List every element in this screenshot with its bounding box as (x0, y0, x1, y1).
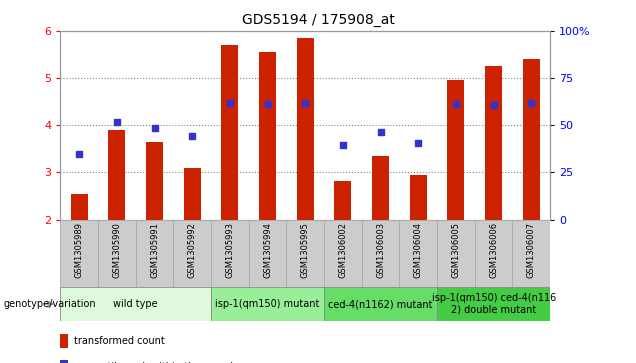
Bar (324, 220, 362, 287)
Point (488, 102, 499, 108)
Bar (98, 220, 135, 287)
Text: GSM1305995: GSM1305995 (301, 222, 310, 277)
Point (225, 100, 235, 106)
Point (149, 125, 160, 130)
Bar (297, 38, 314, 220)
Bar (146, 142, 163, 220)
Bar (174, 220, 211, 287)
Text: GSM1305992: GSM1305992 (188, 222, 197, 277)
Bar (362, 220, 399, 287)
Text: GSM1306004: GSM1306004 (414, 222, 423, 278)
Bar (437, 220, 475, 287)
Bar (335, 181, 352, 220)
Text: GSM1305989: GSM1305989 (75, 222, 84, 278)
Bar (211, 287, 324, 321)
Bar (71, 193, 88, 220)
Text: GSM1306003: GSM1306003 (376, 222, 385, 278)
Bar (324, 287, 437, 321)
Point (526, 100, 536, 106)
Bar (523, 59, 540, 220)
Text: isp-1(qm150) mutant: isp-1(qm150) mutant (216, 299, 320, 309)
Bar (259, 52, 276, 220)
Bar (60, 287, 211, 321)
Text: transformed count: transformed count (74, 336, 165, 346)
Point (187, 133, 197, 139)
Bar (399, 220, 437, 287)
Point (375, 129, 385, 135)
Bar (221, 45, 238, 220)
Point (413, 140, 424, 146)
Bar (372, 156, 389, 220)
Text: GSM1306006: GSM1306006 (489, 222, 498, 278)
Bar (475, 220, 513, 287)
Point (300, 100, 310, 106)
Bar (485, 66, 502, 220)
Text: GSM1305990: GSM1305990 (113, 222, 121, 277)
Bar (448, 80, 464, 220)
Point (74, 152, 85, 158)
Text: GSM1306002: GSM1306002 (338, 222, 347, 278)
Bar (60, 220, 98, 287)
Point (451, 101, 461, 107)
Point (263, 101, 273, 107)
Text: genotype/variation: genotype/variation (3, 299, 96, 309)
Bar (513, 220, 550, 287)
Text: GSM1305991: GSM1305991 (150, 222, 159, 277)
Bar (135, 220, 174, 287)
Bar (184, 168, 201, 220)
Bar (109, 130, 125, 220)
Text: GSM1305994: GSM1305994 (263, 222, 272, 277)
Text: ced-4(n1162) mutant: ced-4(n1162) mutant (328, 299, 433, 309)
Point (338, 142, 348, 148)
Bar (60, 334, 68, 348)
Bar (211, 220, 249, 287)
Bar (286, 220, 324, 287)
Point (112, 119, 122, 125)
Bar (410, 175, 427, 220)
Bar (437, 287, 550, 321)
Text: percentile rank within the sample: percentile rank within the sample (74, 362, 239, 363)
Bar (249, 220, 286, 287)
Text: GSM1305993: GSM1305993 (225, 222, 235, 278)
Text: GSM1306005: GSM1306005 (452, 222, 460, 278)
Text: wild type: wild type (113, 299, 158, 309)
Text: GDS5194 / 175908_at: GDS5194 / 175908_at (242, 13, 394, 27)
Bar (60, 360, 68, 363)
Text: GSM1306007: GSM1306007 (527, 222, 536, 278)
Text: isp-1(qm150) ced-4(n116
2) double mutant: isp-1(qm150) ced-4(n116 2) double mutant (431, 293, 556, 315)
